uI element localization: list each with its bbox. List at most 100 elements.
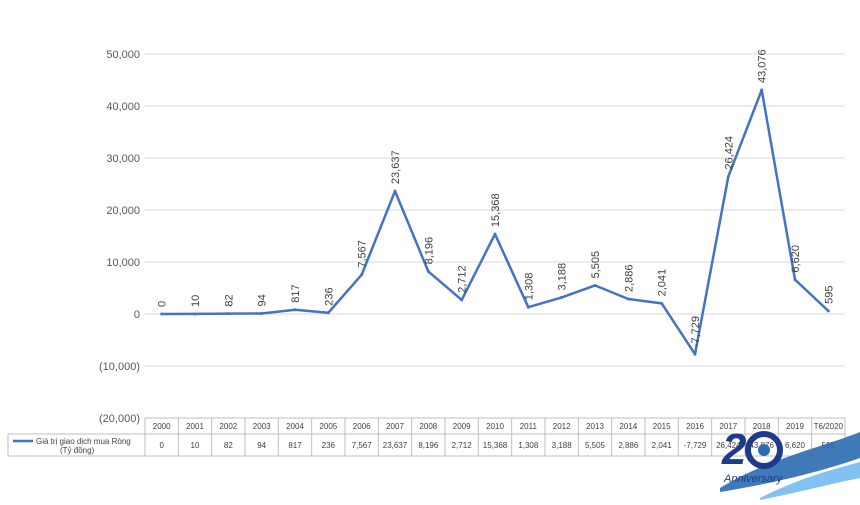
data-point bbox=[526, 305, 530, 309]
data-table: 2000 2001 2002 2003 2004 2005 2006 2007 2008 2009… bbox=[7, 417, 846, 457]
data-label: 94 bbox=[257, 294, 269, 306]
data-point bbox=[160, 312, 164, 316]
x-category-label: 2013 bbox=[586, 422, 604, 431]
logo-numeral-0-ring-icon bbox=[745, 431, 783, 469]
data-label: 1,308 bbox=[523, 273, 535, 301]
data-point bbox=[460, 298, 464, 302]
x-category-label: 2009 bbox=[453, 422, 471, 431]
table-value: 236 bbox=[322, 441, 336, 450]
data-point bbox=[293, 308, 297, 312]
table-value: 2,712 bbox=[452, 441, 473, 450]
x-category-label: 2012 bbox=[553, 422, 571, 431]
data-label: -7,729 bbox=[690, 316, 702, 347]
logo-center-icon bbox=[758, 444, 770, 456]
table-value: 23,637 bbox=[383, 441, 408, 450]
table-value: 7,567 bbox=[352, 441, 373, 450]
data-label: 6,620 bbox=[790, 245, 802, 273]
y-tick-label: 50,000 bbox=[106, 49, 140, 61]
table-value: 15,368 bbox=[483, 441, 508, 450]
data-point bbox=[826, 309, 830, 313]
table-value: 10 bbox=[191, 441, 200, 450]
logo-swoosh-icon bbox=[720, 432, 860, 492]
data-point bbox=[226, 312, 230, 316]
data-label: 10 bbox=[190, 295, 202, 307]
data-label: 43,076 bbox=[757, 49, 769, 83]
x-category-label: 2016 bbox=[686, 422, 704, 431]
y-tick-label: (10,000) bbox=[99, 361, 140, 373]
data-point bbox=[793, 278, 797, 282]
x-category-label: 2006 bbox=[353, 422, 371, 431]
x-category-label: 2010 bbox=[486, 422, 504, 431]
table-value: 5,505 bbox=[585, 441, 606, 450]
data-point bbox=[193, 312, 197, 316]
x-category-label: 2001 bbox=[186, 422, 204, 431]
x-category-label: 2011 bbox=[520, 422, 538, 431]
x-category-label: 2014 bbox=[619, 422, 637, 431]
data-label: 15,368 bbox=[490, 193, 502, 227]
x-category-label: 2004 bbox=[286, 422, 304, 431]
data-point bbox=[393, 189, 397, 193]
x-category-label: 2018 bbox=[753, 422, 771, 431]
data-point bbox=[726, 175, 730, 179]
table-value: 8,196 bbox=[418, 441, 439, 450]
table-value: 26,424 bbox=[716, 441, 741, 450]
data-point bbox=[626, 297, 630, 301]
data-label: 82 bbox=[223, 294, 235, 306]
data-point bbox=[426, 269, 430, 273]
x-category-label: 2019 bbox=[786, 422, 804, 431]
data-labels: 0 10 82 94 817 236 7,567 23,637 8,196 2,712 15,368… bbox=[157, 49, 836, 347]
table-value: 3,188 bbox=[552, 441, 573, 450]
data-label: 2,712 bbox=[457, 265, 469, 293]
y-tick-label: 40,000 bbox=[106, 101, 140, 113]
data-point bbox=[560, 295, 564, 299]
data-point bbox=[360, 273, 364, 277]
data-label: 3,188 bbox=[557, 263, 569, 291]
y-tick-label: 20,000 bbox=[106, 205, 140, 217]
x-category-label: T6/2020 bbox=[814, 422, 844, 431]
logo-swoosh-light-icon bbox=[760, 462, 860, 500]
table-value: 2,041 bbox=[652, 441, 673, 450]
data-point bbox=[493, 232, 497, 236]
series-line-layer bbox=[160, 88, 830, 356]
x-category-label: 2017 bbox=[719, 422, 737, 431]
table-value: -7,729 bbox=[684, 441, 707, 450]
data-label: 7,567 bbox=[357, 240, 369, 268]
table-value: 1,308 bbox=[518, 441, 539, 450]
table-value: 94 bbox=[257, 441, 266, 450]
table-value: 0 bbox=[159, 441, 164, 450]
x-category-label: 2007 bbox=[386, 422, 404, 431]
table-value: 2,886 bbox=[618, 441, 639, 450]
data-label: 0 bbox=[157, 301, 169, 307]
data-point bbox=[760, 88, 764, 92]
data-label: 8,196 bbox=[423, 237, 435, 265]
data-point bbox=[693, 352, 697, 356]
anniversary-logo: 2 Anniversary bbox=[720, 425, 860, 500]
table-value: 817 bbox=[288, 441, 302, 450]
data-label: 23,637 bbox=[390, 150, 402, 184]
data-point bbox=[260, 312, 264, 316]
x-category-label: 2002 bbox=[219, 422, 237, 431]
y-tick-label: 30,000 bbox=[106, 153, 140, 165]
data-label: 236 bbox=[323, 287, 335, 305]
data-label: 5,505 bbox=[590, 251, 602, 279]
data-point bbox=[593, 283, 597, 287]
data-label: 595 bbox=[823, 286, 835, 304]
x-category-label: 2000 bbox=[153, 422, 171, 431]
y-tick-label: 10,000 bbox=[106, 257, 140, 269]
data-point bbox=[326, 311, 330, 315]
x-category-label: 2003 bbox=[253, 422, 271, 431]
y-axis-tick-labels: 50,000 40,000 30,000 20,000 10,000 0 (10,000) (… bbox=[99, 49, 140, 425]
x-category-label: 2015 bbox=[653, 422, 671, 431]
y-tick-label: (20,000) bbox=[99, 413, 140, 425]
data-point bbox=[660, 301, 664, 305]
x-category-label: 2005 bbox=[319, 422, 337, 431]
table-value: 82 bbox=[224, 441, 233, 450]
y-tick-label: 0 bbox=[134, 309, 140, 321]
data-label: 26,424 bbox=[723, 136, 735, 170]
legend-label: Giá trị giao dịch mua Ròng (Tỷ đồng) bbox=[36, 437, 131, 455]
data-label: 817 bbox=[290, 284, 302, 302]
data-label: 2,886 bbox=[623, 264, 635, 292]
data-label: 2,041 bbox=[657, 269, 669, 297]
logo-text: Anniversary bbox=[723, 473, 784, 485]
